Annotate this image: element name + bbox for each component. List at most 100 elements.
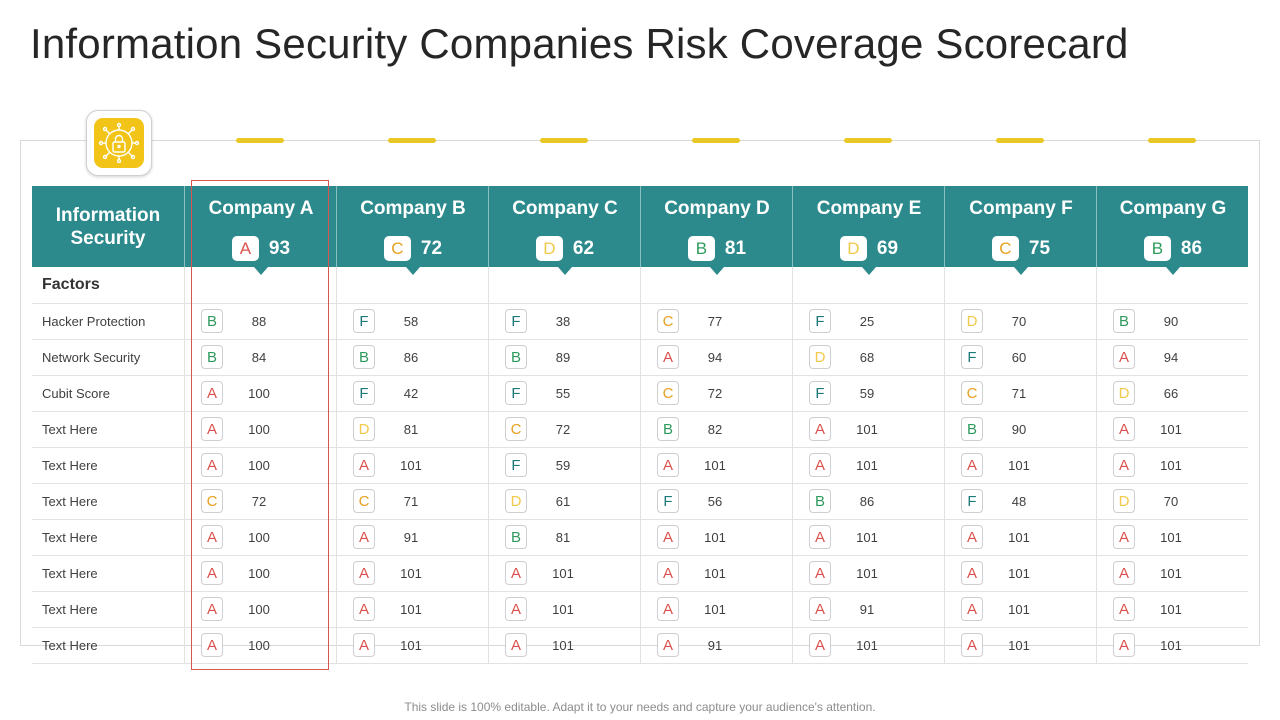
company-name: Company D xyxy=(664,198,770,219)
column-divider xyxy=(488,267,489,663)
column-accent-dash xyxy=(236,138,284,143)
score-value: 101 xyxy=(704,566,726,581)
score-value: 101 xyxy=(1160,422,1182,437)
grade-badge: D xyxy=(505,489,527,513)
grade-badge: B xyxy=(201,309,223,333)
grade-badge: A xyxy=(657,345,679,369)
grade-badge: B xyxy=(353,345,375,369)
score-value: 101 xyxy=(1008,566,1030,581)
company-header: Company G B 86 xyxy=(1096,186,1249,275)
score-value: 71 xyxy=(1011,386,1027,401)
score-value: 101 xyxy=(1008,458,1030,473)
score-value: 94 xyxy=(707,350,723,365)
company-score: A 93 xyxy=(185,236,337,261)
grade-badge: B xyxy=(657,417,679,441)
grade-badge: F xyxy=(809,381,831,405)
score-value: 90 xyxy=(1163,314,1179,329)
grade-badge: A xyxy=(1113,633,1135,657)
grade-badge: C xyxy=(353,489,375,513)
grade-badge: A xyxy=(1113,453,1135,477)
grade-badge: A xyxy=(231,236,259,261)
grade-badge: A xyxy=(505,597,527,621)
page-title: Information Security Companies Risk Cove… xyxy=(30,20,1129,67)
grade-badge: A xyxy=(505,561,527,585)
grade-badge: D xyxy=(839,236,867,261)
score-value: 100 xyxy=(248,602,270,617)
grade-badge: A xyxy=(1113,597,1135,621)
factor-label: Text Here xyxy=(42,638,98,653)
score-value: 55 xyxy=(555,386,571,401)
column-divider xyxy=(184,267,185,663)
company-header: Company C D 62 xyxy=(488,186,641,275)
grade-badge: C xyxy=(991,236,1019,261)
score-value: 48 xyxy=(1011,494,1027,509)
score-value: 101 xyxy=(856,566,878,581)
score-value: 42 xyxy=(403,386,419,401)
company-name: Company E xyxy=(816,198,922,219)
score-value: 101 xyxy=(552,566,574,581)
column-accent-dash xyxy=(844,138,892,143)
score-value: 86 xyxy=(859,494,875,509)
grade-badge: A xyxy=(201,525,223,549)
grade-badge: D xyxy=(961,309,983,333)
grade-badge: C xyxy=(383,236,411,261)
score-value: 93 xyxy=(268,237,291,259)
grade-badge: F xyxy=(353,309,375,333)
column-divider xyxy=(640,267,641,663)
company-name: Company G xyxy=(1119,198,1227,219)
grade-badge: D xyxy=(1113,381,1135,405)
grade-badge: A xyxy=(1113,345,1135,369)
grade-badge: A xyxy=(201,381,223,405)
score-value: 101 xyxy=(1160,638,1182,653)
score-value: 101 xyxy=(704,530,726,545)
header-pointer xyxy=(558,267,572,275)
grade-badge: A xyxy=(961,453,983,477)
grade-badge: B xyxy=(201,345,223,369)
column-accent-dash xyxy=(692,138,740,143)
score-value: 61 xyxy=(555,494,571,509)
security-icon-tile xyxy=(86,110,152,176)
score-value: 101 xyxy=(552,602,574,617)
score-value: 70 xyxy=(1011,314,1027,329)
score-value: 94 xyxy=(1163,350,1179,365)
score-value: 101 xyxy=(704,458,726,473)
grade-badge: C xyxy=(657,381,679,405)
score-value: 38 xyxy=(555,314,571,329)
score-value: 90 xyxy=(1011,422,1027,437)
header-pointer xyxy=(406,267,420,275)
factor-label: Network Security xyxy=(42,350,141,365)
grade-badge: A xyxy=(657,597,679,621)
grade-badge: F xyxy=(505,309,527,333)
score-value: 91 xyxy=(707,638,723,653)
company-a-highlight xyxy=(191,180,329,670)
score-value: 68 xyxy=(859,350,875,365)
column-divider xyxy=(792,267,793,663)
score-value: 101 xyxy=(400,458,422,473)
footer-note: This slide is 100% editable. Adapt it to… xyxy=(404,700,876,714)
score-value: 72 xyxy=(420,237,443,259)
grade-badge: A xyxy=(201,597,223,621)
score-value: 101 xyxy=(1008,638,1030,653)
score-value: 101 xyxy=(704,602,726,617)
company-score: B 81 xyxy=(641,236,793,261)
score-value: 75 xyxy=(1028,237,1051,259)
score-value: 60 xyxy=(1011,350,1027,365)
score-value: 100 xyxy=(248,638,270,653)
company-header: Company E D 69 xyxy=(792,186,945,275)
grade-badge: A xyxy=(809,597,831,621)
company-name: Company A xyxy=(208,198,314,219)
score-value: 101 xyxy=(400,602,422,617)
score-value: 59 xyxy=(555,458,571,473)
grade-badge: C xyxy=(961,381,983,405)
grade-badge: A xyxy=(201,417,223,441)
score-value: 25 xyxy=(859,314,875,329)
grade-badge: A xyxy=(961,525,983,549)
company-header: Company F C 75 xyxy=(944,186,1097,275)
column-divider xyxy=(1096,267,1097,663)
grade-badge: B xyxy=(687,236,715,261)
score-value: 59 xyxy=(859,386,875,401)
grade-badge: B xyxy=(1143,236,1171,261)
grade-badge: A xyxy=(1113,525,1135,549)
factor-label: Text Here xyxy=(42,494,98,509)
score-value: 101 xyxy=(856,638,878,653)
